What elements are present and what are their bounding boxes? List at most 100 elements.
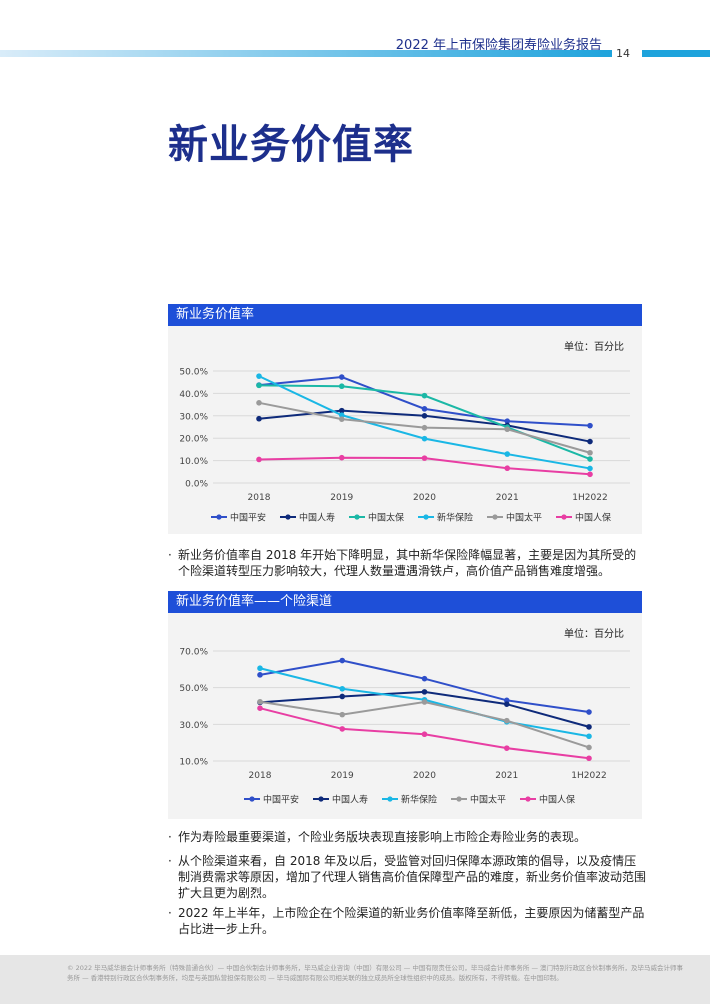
data-point (421, 413, 428, 419)
y-tick-label: 50.0% (179, 684, 208, 694)
chart-2-title: 新业务价值率——个险渠道 (168, 591, 642, 613)
data-point (257, 672, 263, 678)
data-point (339, 657, 346, 664)
x-tick-label: 1H2022 (572, 493, 607, 503)
legend-marker (561, 514, 567, 520)
data-point (421, 731, 428, 738)
chart-panel-1: 新业务价值率 单位：百分比 50.0% 40.0% 30.0% 20.0% 10.0% 0… (168, 304, 642, 534)
data-point (421, 689, 428, 695)
legend-marker (318, 796, 324, 802)
legend-label: 中国人寿 (299, 512, 335, 524)
bullet-4: · 2022 年上半年，上市险企在个险渠道的新业务价值率降至新低，主要原因为储蓄… (168, 906, 645, 936)
x-tick-label: 1H2022 (571, 771, 606, 781)
x-tick-label: 2021 (495, 771, 518, 781)
legend-label: 中国人保 (539, 794, 575, 806)
legend-label: 中国太平 (470, 794, 506, 806)
data-point (503, 717, 510, 724)
legend-label: 新华保险 (401, 794, 437, 806)
data-point (257, 665, 263, 672)
legend-marker (525, 796, 531, 802)
y-tick-label: 0.0% (185, 480, 208, 490)
data-point (421, 435, 428, 442)
data-point (338, 407, 345, 414)
data-point (421, 675, 428, 682)
data-point (256, 456, 262, 463)
bullet-1: · 新业务价值率自 2018 年开始下降明显，其中新华保险降幅显著，主要是因为其… (168, 548, 637, 578)
x-tick-label: 2019 (330, 493, 353, 503)
data-point (339, 726, 346, 732)
data-point (338, 383, 345, 390)
data-point (421, 424, 428, 431)
header-bar-right (642, 50, 710, 57)
data-point (503, 697, 510, 704)
data-point (257, 698, 263, 705)
data-point (421, 406, 428, 412)
data-point (338, 454, 345, 461)
legend-marker (285, 514, 291, 520)
x-tick-label: 2021 (496, 493, 519, 503)
data-point (586, 755, 592, 762)
data-point (587, 438, 593, 445)
x-tick-label: 2019 (331, 771, 354, 781)
data-point (256, 373, 262, 379)
header-title: 2022 年上市保险集团寿险业务报告 (395, 38, 602, 53)
legend-label: 中国太平 (506, 512, 542, 524)
bullet-2: · 作为寿险最重要渠道，个险业务版块表现直接影响上市险企寿险业务的表现。 (168, 830, 587, 844)
data-point (421, 455, 428, 461)
legend-label: 新华保险 (437, 512, 473, 524)
y-tick-label: 10.0% (179, 758, 208, 768)
y-tick-label: 50.0% (179, 368, 208, 378)
chart-2-svg: 70.0% 50.0% 30.0% 10.0% 2018 2019 2020 2021 1H20… (179, 648, 630, 806)
data-point (421, 392, 428, 399)
page-number: 14 (616, 47, 630, 60)
data-point (503, 745, 510, 751)
x-tick-label: 2020 (413, 771, 436, 781)
legend-marker (423, 514, 429, 520)
data-point (338, 416, 345, 422)
y-tick-label: 40.0% (179, 390, 208, 400)
data-point (587, 456, 593, 462)
legend-marker (216, 514, 222, 520)
chart-panel-2: 新业务价值率——个险渠道 单位：百分比 70.0% 50.0% 30.0% 10.0%… (168, 591, 642, 819)
data-point (421, 699, 428, 705)
data-point (587, 449, 593, 456)
legend-label: 中国平安 (230, 512, 266, 524)
footer: © 2022 毕马威华振会计师事务所（特殊普通合伙）— 中国合伙制会计师事务所，… (0, 955, 710, 1004)
data-point (503, 701, 510, 707)
legend-marker (492, 514, 498, 520)
data-point (586, 733, 592, 740)
data-point (338, 412, 345, 418)
x-tick-label: 2018 (248, 493, 271, 503)
legend-marker (387, 796, 393, 802)
chart-1-unit: 单位：百分比 (564, 342, 624, 353)
data-point (256, 382, 262, 389)
data-point (256, 400, 262, 406)
header-bar (0, 50, 612, 57)
chart-1-svg: 50.0% 40.0% 30.0% 20.0% 10.0% 0.0% 2018 2019 202… (179, 368, 630, 524)
data-point (504, 426, 511, 433)
data-point (504, 418, 511, 424)
legend-marker (354, 514, 360, 520)
data-point (587, 465, 593, 472)
data-point (339, 711, 346, 718)
data-point (504, 465, 511, 472)
y-tick-label: 20.0% (179, 435, 208, 445)
legend-marker (456, 796, 462, 802)
chart-2-unit: 单位：百分比 (564, 629, 624, 640)
legend-label: 中国人寿 (332, 794, 368, 806)
legend-label: 中国太保 (368, 512, 404, 524)
x-tick-label: 2020 (413, 493, 436, 503)
y-tick-label: 30.0% (179, 721, 208, 731)
legend-label: 中国人保 (575, 512, 611, 524)
data-point (587, 422, 593, 429)
data-point (586, 709, 592, 715)
data-point (338, 374, 345, 380)
page-title: 新业务价值率 (168, 122, 414, 168)
bullet-3: · 从个险渠道来看，自 2018 年及以后，受监管对回归保障本源政策的倡导，以及… (168, 854, 647, 900)
data-point (587, 471, 593, 478)
chart-1-title: 新业务价值率 (168, 304, 642, 326)
y-tick-label: 70.0% (179, 648, 208, 658)
data-point (504, 451, 511, 457)
y-tick-label: 30.0% (179, 412, 208, 422)
data-point (339, 693, 346, 700)
